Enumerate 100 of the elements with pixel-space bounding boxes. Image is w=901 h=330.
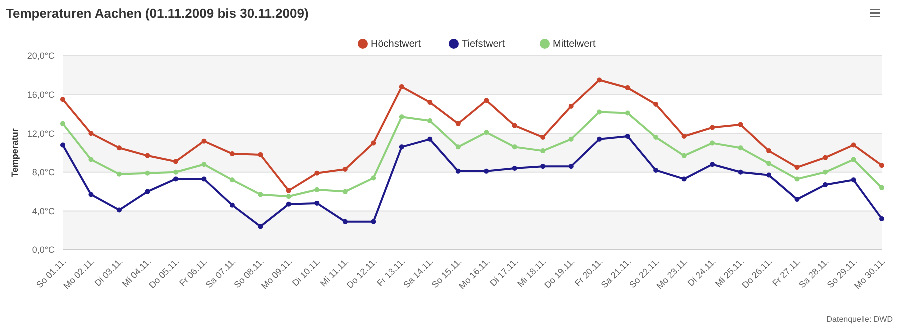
point xyxy=(766,172,772,178)
point xyxy=(116,208,122,213)
point xyxy=(710,140,716,146)
point xyxy=(428,136,433,142)
y-tick-label: 20,0°C xyxy=(27,51,56,62)
point xyxy=(428,118,433,124)
point xyxy=(399,84,404,90)
y-axis-title: Temperatur xyxy=(10,128,20,178)
point xyxy=(738,146,744,151)
point xyxy=(597,78,602,83)
point xyxy=(682,153,687,158)
point xyxy=(173,170,178,175)
point xyxy=(851,142,856,148)
point xyxy=(484,98,490,104)
point xyxy=(880,216,884,222)
point xyxy=(230,178,235,183)
point xyxy=(682,176,687,182)
point xyxy=(456,144,461,150)
point xyxy=(597,136,602,142)
point xyxy=(202,138,207,144)
y-tick-label: 4,0°C xyxy=(32,206,56,216)
point xyxy=(823,155,828,160)
point xyxy=(625,134,630,140)
legend-label: Mittelwert xyxy=(553,39,596,50)
point xyxy=(794,165,800,170)
point xyxy=(258,152,264,158)
point xyxy=(314,187,320,192)
point xyxy=(60,142,66,148)
point xyxy=(880,185,884,190)
point xyxy=(399,114,404,120)
point xyxy=(880,163,884,168)
point xyxy=(230,151,235,156)
point xyxy=(625,110,630,116)
point xyxy=(738,170,744,175)
point xyxy=(738,122,744,128)
point xyxy=(202,176,207,182)
point xyxy=(568,136,574,142)
point xyxy=(371,140,376,146)
point xyxy=(173,176,178,182)
y-tick-label: 0,0°C xyxy=(32,245,56,256)
point xyxy=(512,123,518,128)
point xyxy=(540,164,546,170)
point xyxy=(794,176,800,182)
point xyxy=(258,192,264,198)
point xyxy=(654,168,659,173)
point xyxy=(540,148,546,154)
point xyxy=(823,170,828,175)
point xyxy=(286,202,292,207)
y-tick-label: 12,0°C xyxy=(27,128,56,139)
point xyxy=(654,102,659,107)
point xyxy=(314,200,320,206)
point xyxy=(597,110,602,115)
point xyxy=(145,153,150,158)
point xyxy=(371,219,376,224)
point xyxy=(371,176,376,181)
point xyxy=(60,97,66,102)
point xyxy=(173,159,178,164)
point xyxy=(625,86,630,91)
y-tick-label: 16,0°C xyxy=(27,90,56,100)
legend-label: Höchstwert xyxy=(371,39,422,50)
point xyxy=(823,182,828,188)
text: Datenquelle: DWD xyxy=(826,315,894,324)
point xyxy=(512,166,518,172)
point xyxy=(342,219,348,224)
point xyxy=(568,104,574,109)
point xyxy=(710,162,716,168)
chart-title: Temperaturen Aachen (01.11.2009 bis 30.11.2009) xyxy=(6,6,309,21)
point xyxy=(682,134,687,140)
point xyxy=(145,170,150,176)
point xyxy=(456,168,461,174)
point xyxy=(484,130,490,136)
point xyxy=(342,189,348,194)
point xyxy=(851,178,856,183)
point xyxy=(258,224,264,230)
point xyxy=(286,194,292,200)
point xyxy=(60,121,66,126)
point xyxy=(88,131,94,136)
point xyxy=(568,164,574,170)
point xyxy=(116,146,122,151)
point xyxy=(230,202,235,208)
point xyxy=(88,192,94,198)
point xyxy=(540,134,546,140)
point xyxy=(851,157,856,162)
point xyxy=(428,100,433,106)
point xyxy=(399,144,404,150)
point xyxy=(286,188,292,194)
point xyxy=(314,170,320,176)
point xyxy=(116,172,122,177)
point xyxy=(766,161,772,166)
legend-label: Tiefstwert xyxy=(462,39,506,50)
point xyxy=(794,197,800,202)
y-tick-label: 8,0°C xyxy=(32,168,56,178)
point xyxy=(88,157,94,162)
point xyxy=(484,168,490,174)
point xyxy=(710,125,716,130)
point xyxy=(512,144,518,150)
point xyxy=(456,121,461,126)
point xyxy=(145,189,150,194)
point xyxy=(654,134,659,140)
point xyxy=(342,166,348,172)
